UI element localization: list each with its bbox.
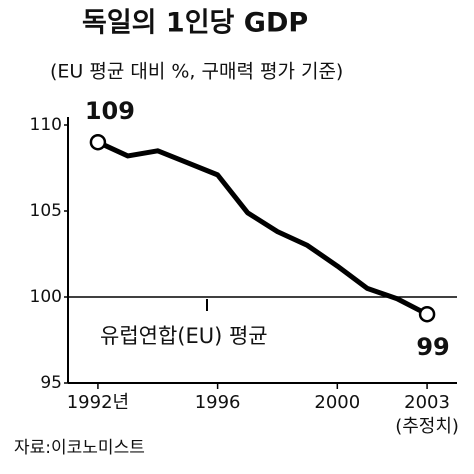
chart-subtitle: (EU 평균 대비 %, 구매력 평가 기준) [50,61,343,83]
end-marker [418,305,436,323]
chart-title: 독일의 1인당 GDP [82,8,308,39]
y-tick-label: 105 [30,201,62,221]
x-tick-label: 2000 [314,392,360,413]
source: 자료:이코노미스트 [14,438,145,458]
x-tick-label: 1992년 [67,392,129,413]
x-tick-label: 2003 [404,392,450,413]
reference-label: 유럽연합(EU) 평균 [100,324,268,348]
y-tick-label: 110 [30,115,62,135]
y-tick-label: 100 [30,287,62,307]
annotation: (추정치) [395,416,459,437]
data-line [96,139,429,317]
value-label: 109 [85,97,135,125]
x-tick-label: 1996 [195,392,241,413]
y-tick-label: 95 [40,373,62,393]
end-marker [89,133,107,151]
value-label: 99 [416,333,449,361]
